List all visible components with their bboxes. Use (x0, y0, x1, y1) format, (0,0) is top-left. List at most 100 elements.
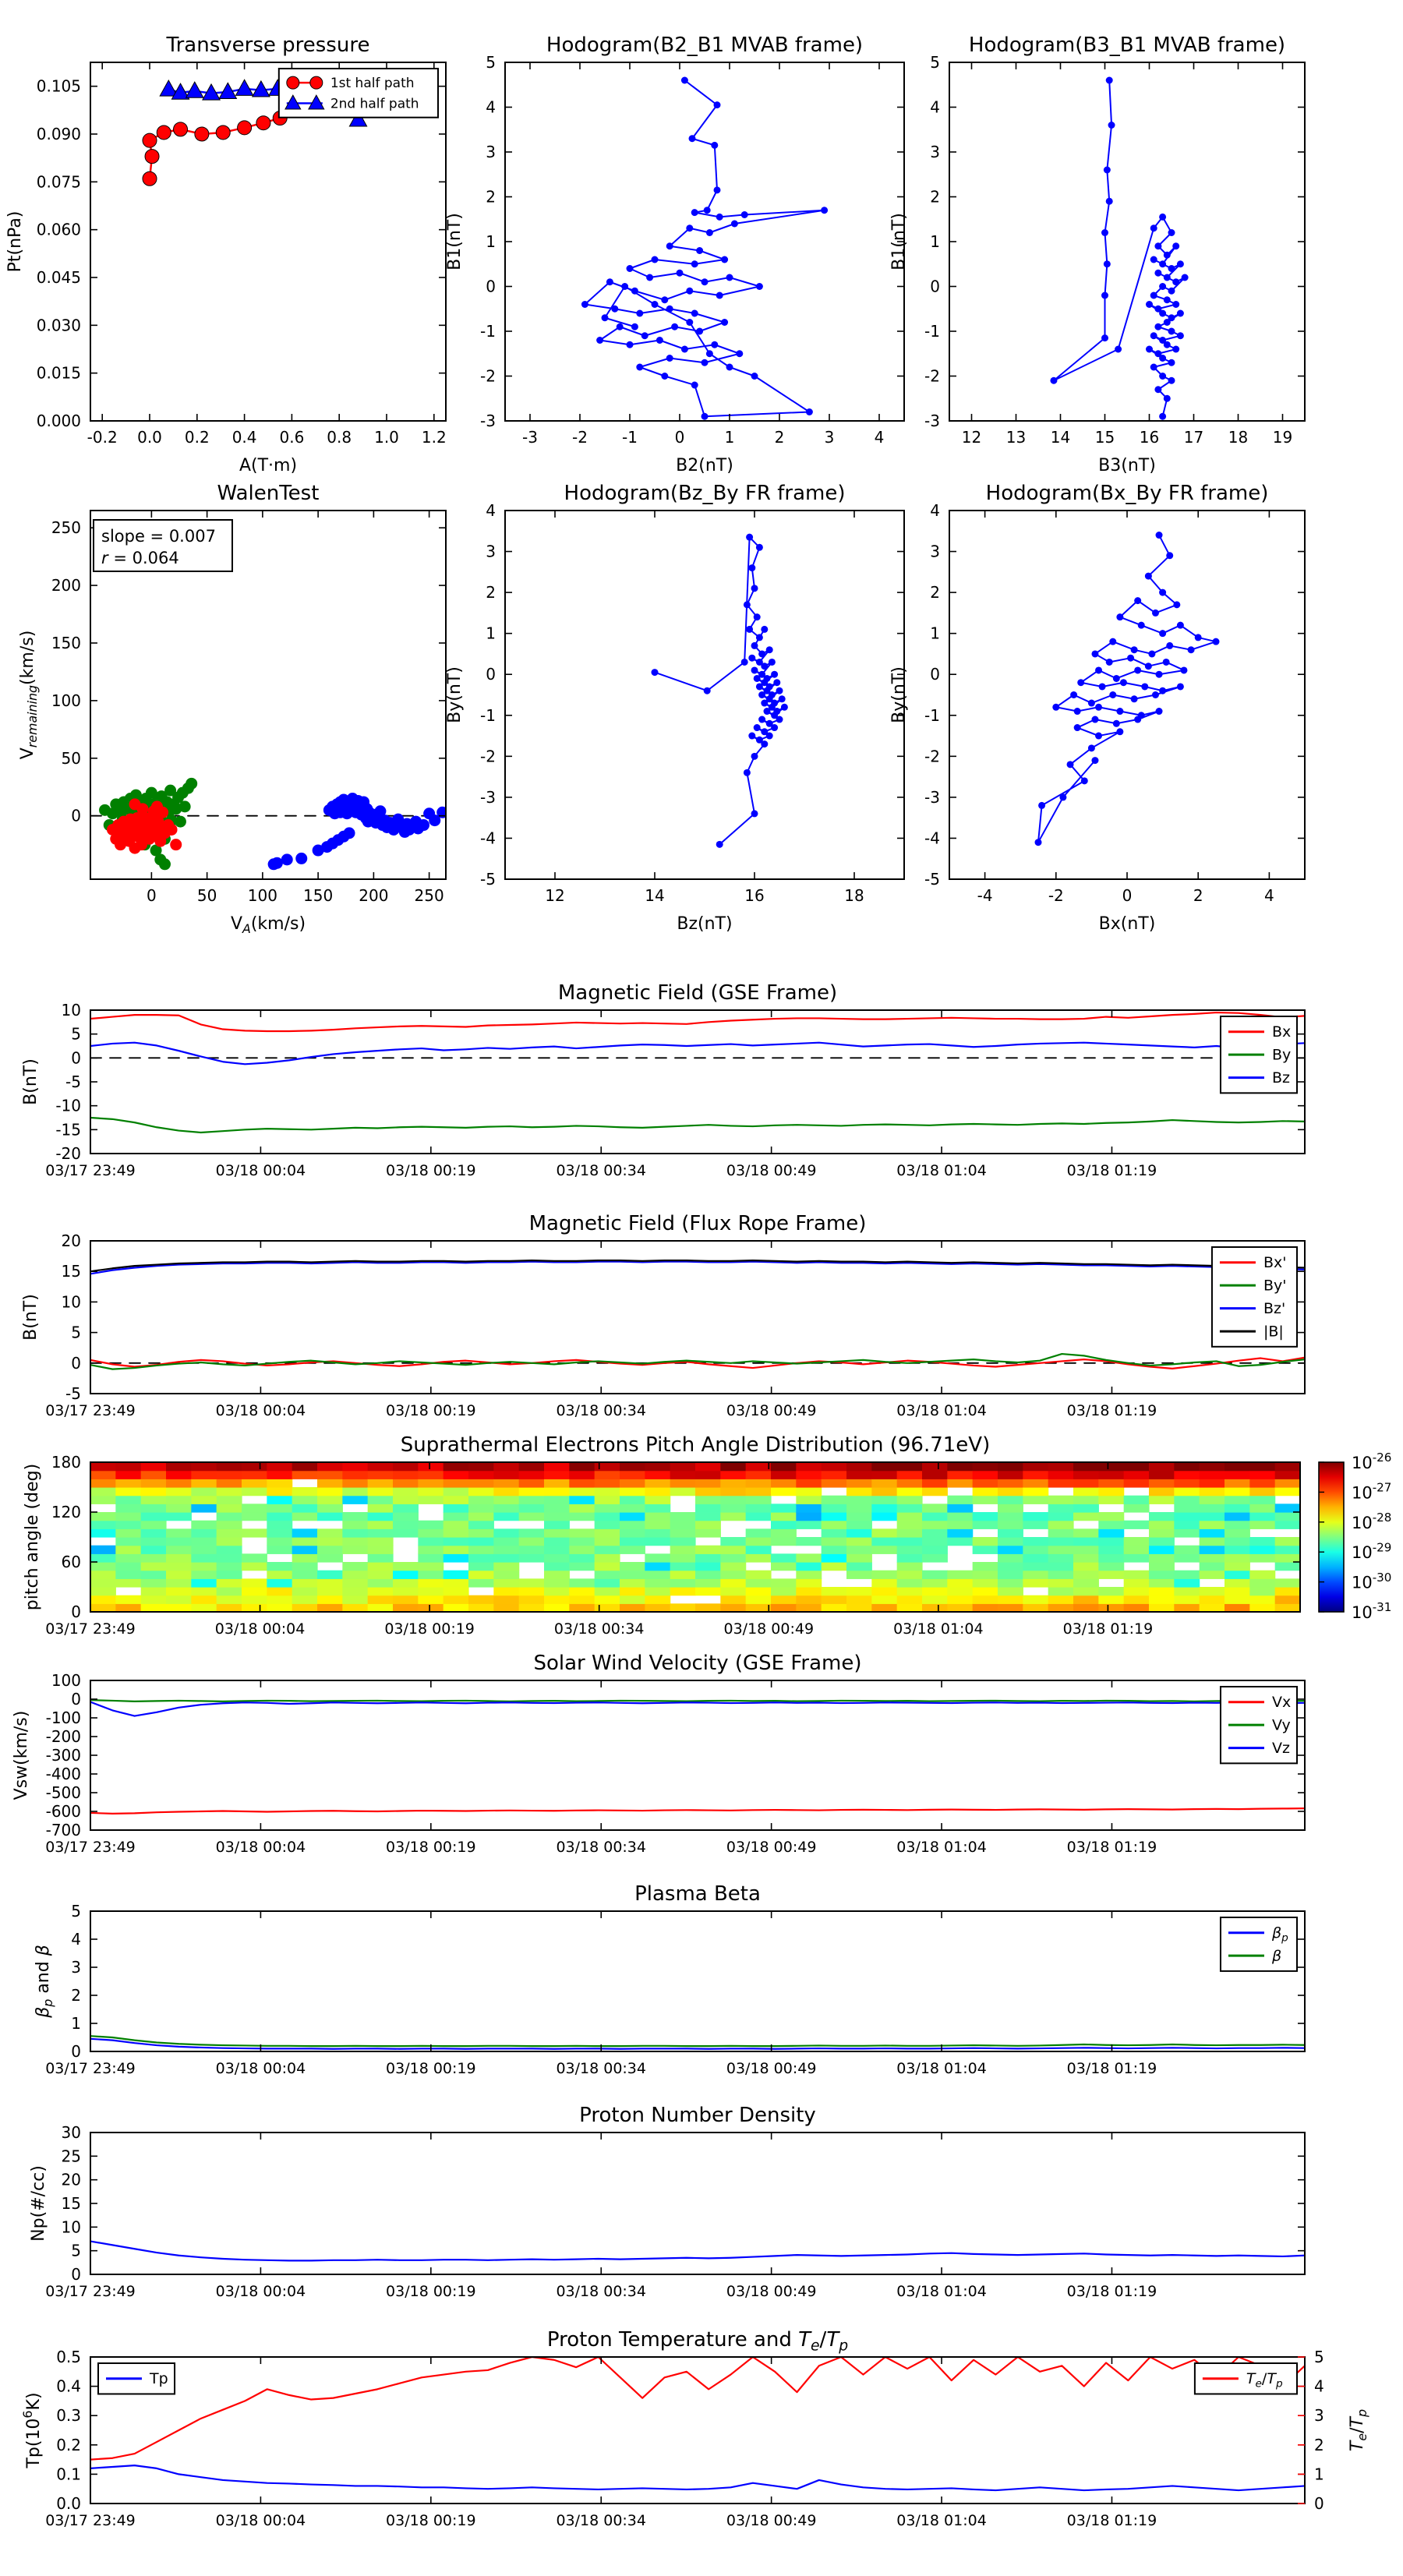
svg-text:B3(nT): B3(nT) (1098, 456, 1156, 475)
svg-text:03/18 00:04: 03/18 00:04 (216, 1162, 306, 1179)
svg-text:B(nT): B(nT) (21, 1058, 41, 1105)
svg-text:180: 180 (51, 1453, 81, 1472)
svg-text:By(nT): By(nT) (889, 666, 909, 723)
svg-text:03/18 00:04: 03/18 00:04 (216, 1402, 306, 1419)
svg-text:-1: -1 (480, 322, 496, 341)
svg-text:03/18 00:34: 03/18 00:34 (556, 2283, 646, 2300)
svg-text:2: 2 (1193, 886, 1203, 905)
svg-text:0: 0 (930, 277, 940, 296)
svg-text:B2(nT): B2(nT) (676, 456, 733, 475)
svg-text:2: 2 (486, 188, 496, 207)
svg-text:03/17 23:49: 03/17 23:49 (45, 2512, 136, 2529)
svg-text:B1(nT): B1(nT) (445, 213, 465, 270)
svg-text:5: 5 (71, 1323, 81, 1342)
svg-text:0: 0 (71, 1602, 81, 1621)
svg-text:0.030: 0.030 (37, 316, 81, 334)
svg-text:Suprathermal Electrons Pitch A: Suprathermal Electrons Pitch Angle Distr… (401, 1433, 990, 1457)
svg-text:B(nT): B(nT) (21, 1294, 41, 1341)
svg-text:2: 2 (71, 1986, 81, 2005)
svg-text:0: 0 (147, 886, 157, 905)
svg-text:03/18 00:49: 03/18 00:49 (726, 2283, 817, 2300)
svg-text:03/18 01:19: 03/18 01:19 (1063, 1620, 1154, 1638)
svg-text:0.0: 0.0 (56, 2494, 81, 2513)
svg-text:By(nT): By(nT) (445, 666, 465, 723)
svg-text:-10: -10 (55, 1097, 81, 1115)
svg-text:10-28: 10-28 (1352, 1511, 1391, 1532)
svg-text:50: 50 (62, 749, 81, 768)
svg-text:Bz: Bz (1272, 1069, 1290, 1087)
svg-text:0.2: 0.2 (56, 2436, 81, 2454)
svg-text:2: 2 (775, 428, 785, 447)
svg-text:2: 2 (1314, 2436, 1324, 2454)
svg-text:Vsw(km/s): Vsw(km/s) (12, 1711, 31, 1800)
svg-text:B1(nT): B1(nT) (889, 213, 909, 270)
svg-text:0.000: 0.000 (37, 412, 81, 430)
svg-text:4: 4 (930, 98, 940, 117)
svg-text:βp: βp (1271, 1924, 1288, 1944)
svg-text:0.5: 0.5 (56, 2348, 81, 2366)
svg-text:03/18 00:19: 03/18 00:19 (386, 1839, 476, 1856)
svg-text:-100: -100 (46, 1708, 81, 1727)
svg-text:Hodogram(B3_B1 MVAB frame): Hodogram(B3_B1 MVAB frame) (969, 34, 1285, 57)
panel-transverse-pressure: -0.2 0.0 0.2 0.4 0.6 0.8 1.0 1.2 0.000 0.015 0.030… (5, 34, 447, 475)
svg-text:03/17 23:49: 03/17 23:49 (45, 1402, 136, 1419)
svg-text:100: 100 (51, 1671, 81, 1690)
svg-text:-2: -2 (924, 747, 940, 765)
svg-text:0.105: 0.105 (37, 77, 81, 96)
svg-text:-3: -3 (480, 788, 496, 807)
svg-text:03/18 01:04: 03/18 01:04 (896, 2283, 987, 2300)
svg-text:3: 3 (486, 143, 496, 161)
svg-text:-1: -1 (924, 322, 940, 341)
panel-proton-temperature: 03/17 23:49 03/18 00:04 03/18 00:19 03/18 0… (20, 2328, 1369, 2529)
svg-text:0.015: 0.015 (37, 364, 81, 383)
svg-text:60: 60 (62, 1553, 81, 1571)
svg-text:0.045: 0.045 (37, 268, 81, 287)
svg-text:18: 18 (1228, 428, 1248, 447)
svg-text:-2: -2 (480, 367, 496, 386)
svg-text:Pt(nPa): Pt(nPa) (5, 211, 25, 273)
svg-text:0: 0 (71, 1690, 81, 1708)
svg-text:-2: -2 (572, 428, 588, 447)
svg-text:03/18 00:49: 03/18 00:49 (726, 1839, 817, 1856)
svg-text:19: 19 (1273, 428, 1292, 447)
svg-text:03/18 00:04: 03/18 00:04 (216, 2283, 306, 2300)
svg-text:2nd half path: 2nd half path (330, 96, 419, 111)
svg-text:-20: -20 (55, 1144, 81, 1163)
svg-text:-500: -500 (46, 1783, 81, 1802)
svg-text:03/18 00:04: 03/18 00:04 (216, 2512, 306, 2529)
svg-text:03/18 00:19: 03/18 00:19 (386, 1162, 476, 1179)
svg-text:r = 0.064: r = 0.064 (101, 549, 179, 567)
svg-text:1: 1 (1314, 2465, 1324, 2483)
svg-text:-600: -600 (46, 1802, 81, 1821)
svg-text:Bz(nT): Bz(nT) (677, 914, 732, 934)
svg-text:03/18 00:49: 03/18 00:49 (723, 1620, 814, 1638)
svg-text:-5: -5 (924, 870, 940, 889)
svg-text:15: 15 (1095, 428, 1115, 447)
svg-text:15: 15 (62, 2194, 81, 2213)
svg-text:03/18 01:04: 03/18 01:04 (896, 2060, 987, 2077)
svg-text:-5: -5 (65, 1384, 81, 1403)
svg-text:5: 5 (71, 2242, 81, 2260)
svg-text:03/17 23:49: 03/17 23:49 (45, 2060, 136, 2077)
svg-text:5: 5 (930, 53, 940, 72)
svg-text:-1: -1 (622, 428, 638, 447)
svg-text:14: 14 (645, 886, 664, 905)
svg-text:0.6: 0.6 (279, 428, 304, 447)
svg-text:Transverse pressure: Transverse pressure (166, 34, 370, 57)
svg-text:Proton Temperature and Te/Tp: Proton Temperature and Te/Tp (547, 2328, 848, 2355)
svg-text:1: 1 (71, 2014, 81, 2033)
svg-text:Tp(106K): Tp(106K) (20, 2392, 44, 2468)
panel-plasma-beta: 03/17 23:49 03/18 00:04 03/18 00:19 03/18 0… (34, 1882, 1306, 2077)
svg-text:16: 16 (744, 886, 764, 905)
svg-text:-2: -2 (480, 747, 496, 765)
svg-text:0: 0 (1122, 886, 1133, 905)
svg-text:0.1: 0.1 (56, 2465, 81, 2483)
svg-text:120: 120 (51, 1503, 81, 1521)
svg-text:-3: -3 (924, 412, 940, 430)
svg-text:20: 20 (62, 2171, 81, 2189)
svg-text:-700: -700 (46, 1821, 81, 1839)
svg-text:1: 1 (930, 232, 940, 251)
svg-text:-3: -3 (522, 428, 538, 447)
svg-text:0.8: 0.8 (327, 428, 352, 447)
